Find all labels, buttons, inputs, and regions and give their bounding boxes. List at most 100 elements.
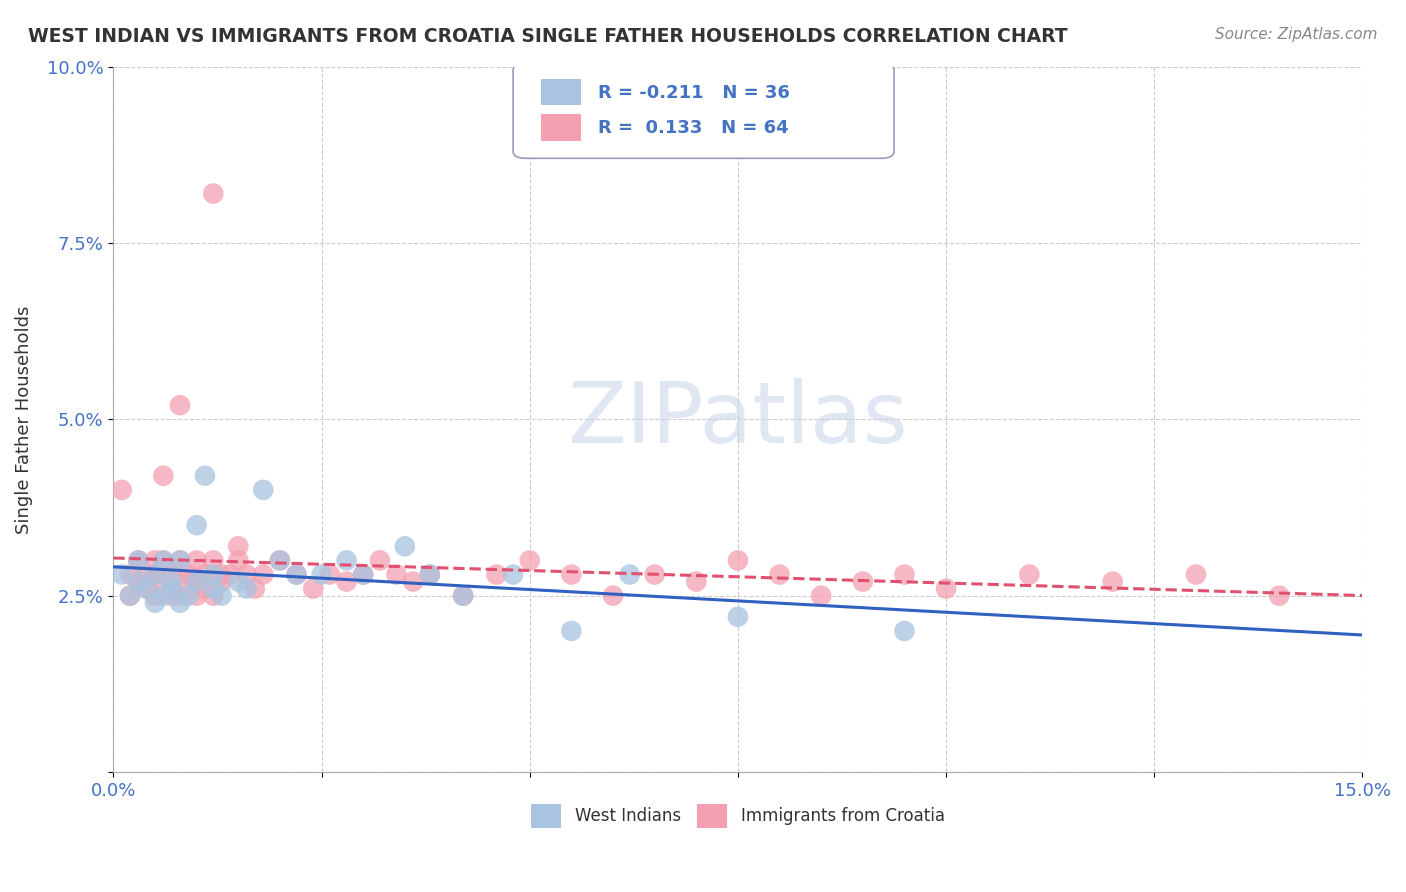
Point xyxy=(160,589,183,603)
Point xyxy=(226,574,249,589)
Point xyxy=(419,567,441,582)
Point xyxy=(252,483,274,497)
Point xyxy=(127,574,149,589)
Point xyxy=(152,553,174,567)
Point xyxy=(269,553,291,567)
Point xyxy=(177,567,200,582)
Point xyxy=(311,567,333,582)
Point xyxy=(160,567,183,582)
Point xyxy=(202,589,225,603)
Point xyxy=(385,567,408,582)
Point xyxy=(1268,589,1291,603)
Point xyxy=(727,553,749,567)
Point xyxy=(177,574,200,589)
Point xyxy=(519,553,541,567)
Point xyxy=(194,468,217,483)
Point xyxy=(169,398,191,412)
FancyBboxPatch shape xyxy=(513,63,894,158)
Point xyxy=(502,567,524,582)
Point xyxy=(152,574,174,589)
Point xyxy=(285,567,308,582)
Point xyxy=(560,567,582,582)
Point xyxy=(111,483,134,497)
Point xyxy=(186,574,208,589)
Point xyxy=(143,567,166,582)
Point xyxy=(202,553,225,567)
Point xyxy=(118,567,141,582)
Point xyxy=(893,624,915,638)
Point xyxy=(219,567,242,582)
Point xyxy=(285,567,308,582)
Point xyxy=(143,589,166,603)
Point xyxy=(602,589,624,603)
Bar xyxy=(540,114,581,141)
Point xyxy=(194,582,217,596)
Point xyxy=(644,567,666,582)
Point xyxy=(352,567,374,582)
Point xyxy=(243,582,266,596)
Point xyxy=(143,553,166,567)
Point xyxy=(685,574,707,589)
Point xyxy=(211,589,233,603)
Point xyxy=(1185,567,1208,582)
Point xyxy=(152,468,174,483)
Text: ZIPatlas: ZIPatlas xyxy=(568,378,908,461)
Point xyxy=(451,589,474,603)
Point xyxy=(186,518,208,533)
Bar xyxy=(540,78,581,105)
Point xyxy=(727,610,749,624)
Text: R = -0.211   N = 36: R = -0.211 N = 36 xyxy=(598,84,790,102)
Point xyxy=(202,567,225,582)
Point xyxy=(169,596,191,610)
Point xyxy=(852,574,875,589)
Point xyxy=(186,589,208,603)
Text: R =  0.133   N = 64: R = 0.133 N = 64 xyxy=(598,119,789,137)
Point xyxy=(211,567,233,582)
Point xyxy=(893,567,915,582)
Point xyxy=(186,553,208,567)
Point xyxy=(269,553,291,567)
Point xyxy=(111,567,134,582)
Point xyxy=(419,567,441,582)
Point xyxy=(352,567,374,582)
Point xyxy=(402,574,425,589)
Point xyxy=(335,553,357,567)
Point xyxy=(118,589,141,603)
Point xyxy=(768,567,790,582)
Point xyxy=(810,589,832,603)
Point xyxy=(160,582,183,596)
Point xyxy=(169,553,191,567)
Point xyxy=(186,574,208,589)
Point xyxy=(394,539,416,553)
Text: WEST INDIAN VS IMMIGRANTS FROM CROATIA SINGLE FATHER HOUSEHOLDS CORRELATION CHAR: WEST INDIAN VS IMMIGRANTS FROM CROATIA S… xyxy=(28,27,1067,45)
Point xyxy=(335,574,357,589)
Y-axis label: Single Father Households: Single Father Households xyxy=(15,305,32,533)
Point xyxy=(143,596,166,610)
Point xyxy=(935,582,957,596)
Point xyxy=(127,553,149,567)
Point xyxy=(160,574,183,589)
Point xyxy=(202,582,225,596)
Point xyxy=(143,567,166,582)
Point xyxy=(302,582,325,596)
Point xyxy=(169,589,191,603)
Point xyxy=(194,567,217,582)
Point xyxy=(560,624,582,638)
Point xyxy=(135,582,157,596)
Point xyxy=(226,539,249,553)
Point xyxy=(152,589,174,603)
Point xyxy=(202,186,225,201)
Point xyxy=(127,553,149,567)
Point xyxy=(619,567,641,582)
Point xyxy=(118,589,141,603)
Point xyxy=(177,589,200,603)
Point xyxy=(135,567,157,582)
Point xyxy=(169,553,191,567)
Point xyxy=(135,582,157,596)
Point xyxy=(211,574,233,589)
Legend: West Indians, Immigrants from Croatia: West Indians, Immigrants from Croatia xyxy=(524,797,952,834)
Point xyxy=(252,567,274,582)
Point xyxy=(235,567,257,582)
Point xyxy=(235,582,257,596)
Text: Source: ZipAtlas.com: Source: ZipAtlas.com xyxy=(1215,27,1378,42)
